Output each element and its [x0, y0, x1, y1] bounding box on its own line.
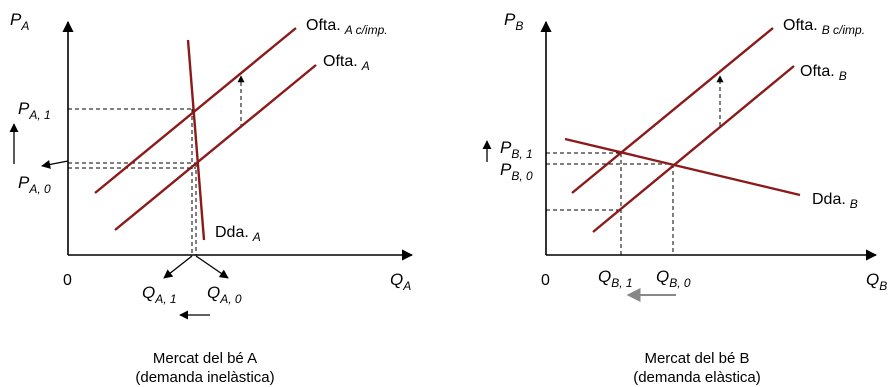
right-supply-curve: [592, 65, 795, 233]
right-supply-tax-curve: [571, 27, 774, 194]
left-q0-label: QA, 0: [207, 283, 242, 306]
left-y-axis-label: PA: [10, 10, 29, 33]
right-caption-subtitle: (demanda elàstica): [633, 369, 761, 386]
left-q1-label: QA, 1: [142, 283, 177, 306]
left-q0-pointer: [195, 255, 229, 279]
right-x-axis-label: QB: [866, 270, 887, 293]
right-caption: Mercat del bé B (demanda elàstica): [547, 349, 847, 387]
left-supply-label: Ofta. A: [323, 53, 370, 73]
right-q1-label: QB, 1: [598, 267, 633, 290]
right-y-axis-label: PB: [504, 10, 523, 33]
right-p1-label: PB, 1: [500, 138, 533, 161]
left-origin-label: 0: [63, 272, 72, 289]
left-demand-curve: [186, 39, 206, 241]
left-x-axis-label: QA: [390, 270, 411, 293]
right-demand-label: Dda. B: [812, 191, 858, 211]
left-supply-curve: [114, 64, 317, 231]
right-supply-label: Ofta. B: [800, 63, 847, 83]
right-panel: PB QB 0 PB, 1 PB, 0 QB, 1 QB, 0 Ofta. B c…: [482, 10, 887, 302]
left-demand-label: Dda. A: [215, 224, 261, 244]
left-caption-subtitle: (demanda inelàstica): [135, 369, 275, 386]
right-supply-tax-label: Ofta. B c/imp.: [783, 17, 865, 37]
left-p0-label: PA, 0: [18, 173, 51, 196]
right-q0-label: QB, 0: [656, 267, 691, 290]
left-supply-tax-label: Ofta. A c/imp.: [306, 17, 388, 37]
left-caption: Mercat del bé A (demanda inelàstica): [55, 349, 355, 387]
left-caption-title: Mercat del bé A: [152, 350, 258, 367]
right-p0-label: PB, 0: [500, 160, 533, 183]
right-demand-curve: [564, 137, 801, 197]
left-supply-tax-curve: [94, 27, 297, 194]
left-q1-pointer: [163, 255, 193, 279]
right-origin-label: 0: [541, 272, 550, 289]
left-panel: PA QA 0 PA, 1 PA, 0 QA, 1 QA, 0 Ofta. A c…: [9, 10, 414, 320]
right-caption-title: Mercat del bé B: [644, 350, 750, 367]
left-p1-label: PA, 1: [18, 99, 51, 122]
left-p0-pointer: [41, 159, 69, 169]
